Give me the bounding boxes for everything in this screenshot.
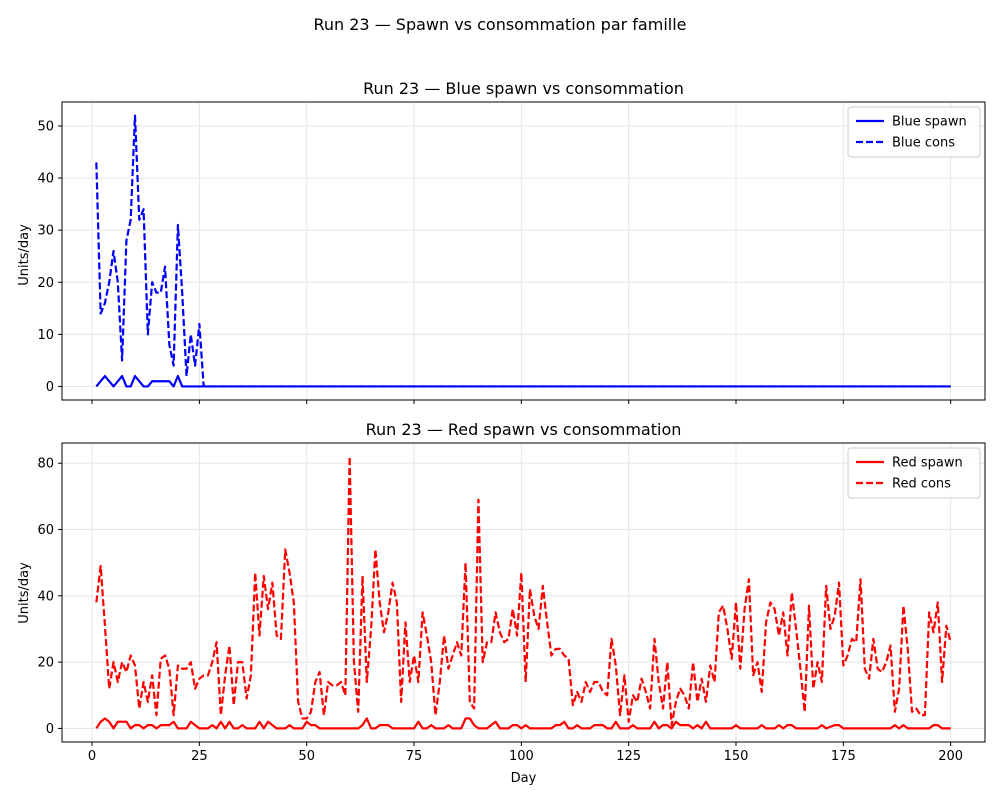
blue-chart-legend-box xyxy=(847,106,981,158)
red-chart-xtick-label: 150 xyxy=(724,749,749,764)
blue-chart-ytick-label: 20 xyxy=(37,276,54,291)
blue-chart-grid xyxy=(62,102,985,400)
red-chart-ytick-label: 40 xyxy=(37,589,54,604)
blue-chart-plot-area xyxy=(95,114,951,388)
blue-chart: Run 23 — Blue spawn vs consommation Unit… xyxy=(17,79,986,404)
red-chart-xtick-label: 200 xyxy=(938,749,963,764)
red-chart-ticks: 0 25 50 75 100 125 150 175 200 0 20 40 60 80 xyxy=(37,457,963,764)
red-chart-ylabel: Units/day xyxy=(17,562,32,624)
blue-chart-legend: Blue spawn Blue cons xyxy=(847,106,981,158)
blue-chart-ytick-label: 40 xyxy=(37,172,54,187)
red-chart-legend-box xyxy=(847,447,981,499)
blue-chart-ytick-label: 30 xyxy=(37,224,54,239)
red-chart-ytick-label: 0 xyxy=(46,722,54,737)
blue-chart-ytick-label: 50 xyxy=(37,119,54,134)
red-chart-legend: Red spawn Red cons xyxy=(847,447,981,499)
red-spawn-line xyxy=(95,717,951,730)
red-chart-xtick-label: 0 xyxy=(88,749,96,764)
blue-chart-ylabel: Units/day xyxy=(17,224,32,286)
red-chart-plot-area xyxy=(95,455,952,730)
blue-spawn-line xyxy=(95,374,951,388)
figure-suptitle: Run 23 — Spawn vs consommation par famil… xyxy=(313,15,686,34)
red-chart-xtick-label: 100 xyxy=(509,749,534,764)
red-chart-ytick-label: 60 xyxy=(37,523,54,538)
red-cons-line xyxy=(95,455,952,727)
blue-chart-ticks: 0 10 20 30 40 50 xyxy=(37,119,952,404)
blue-chart-legend-label: Blue cons xyxy=(892,136,955,151)
red-chart-ytick-label: 20 xyxy=(37,656,54,671)
blue-chart-frame xyxy=(61,101,986,401)
blue-cons-line xyxy=(95,114,951,388)
red-chart-xlabel: Day xyxy=(511,771,537,786)
blue-chart-ytick-label: 0 xyxy=(46,380,54,395)
red-chart-frame xyxy=(61,442,986,743)
red-chart-title: Run 23 — Red spawn vs consommation xyxy=(366,420,682,439)
red-chart-legend-label: Red cons xyxy=(892,477,951,492)
red-chart-xtick-label: 75 xyxy=(406,749,423,764)
red-chart-xtick-label: 175 xyxy=(831,749,856,764)
red-chart-legend-label: Red spawn xyxy=(892,456,963,471)
red-chart: Run 23 — Red spawn vs consommation Units… xyxy=(17,420,986,786)
red-chart-xtick-label: 25 xyxy=(191,749,208,764)
blue-chart-title: Run 23 — Blue spawn vs consommation xyxy=(363,79,684,98)
red-chart-xtick-label: 125 xyxy=(616,749,641,764)
blue-chart-ytick-label: 10 xyxy=(37,328,54,343)
red-chart-ytick-label: 80 xyxy=(37,457,54,472)
blue-chart-legend-label: Blue spawn xyxy=(892,115,967,130)
red-chart-xtick-label: 50 xyxy=(298,749,315,764)
